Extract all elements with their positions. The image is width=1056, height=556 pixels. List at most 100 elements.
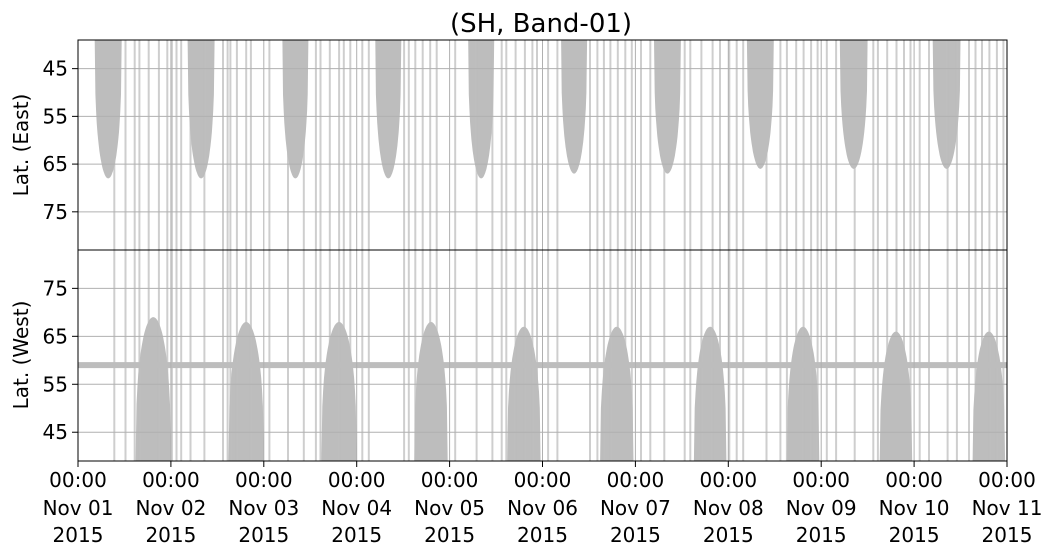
west-streak-18	[249, 250, 252, 461]
west-streak-57	[683, 250, 686, 461]
east-streak-83	[946, 40, 949, 250]
x-tick-time: 00:00	[49, 468, 107, 492]
east-streak-12	[203, 40, 206, 250]
east-streak-89	[995, 40, 998, 250]
east-streak-42	[523, 40, 526, 250]
east-streak-50	[609, 40, 612, 250]
x-tick-time: 00:00	[421, 468, 479, 492]
east-streak-32	[414, 40, 417, 250]
x-tick-date: Nov 06	[507, 496, 578, 520]
west-y-tick-label-2: 65	[43, 324, 68, 348]
west-streak-1	[113, 250, 116, 461]
east-coverage-lobe-4	[375, 40, 402, 179]
west-streak-13	[222, 250, 224, 461]
east-streak-27	[349, 40, 352, 250]
east-streak-56	[663, 40, 666, 250]
east-streak-45	[547, 40, 550, 250]
west-streak-36	[454, 250, 457, 461]
east-streak-2	[124, 40, 127, 250]
west-streak-78	[895, 250, 898, 461]
east-y-axis-label: Lat. (East)	[9, 94, 33, 197]
east-streak-18	[249, 40, 252, 250]
east-streak-6	[157, 40, 160, 250]
east-streak-58	[689, 40, 692, 250]
x-tick-time: 00:00	[978, 468, 1036, 492]
east-streak-75	[872, 40, 875, 250]
x-tick-label-6: 00:00 Nov 06 2015	[507, 468, 578, 547]
west-streak-37	[475, 250, 478, 461]
x-tick-date: Nov 05	[414, 496, 485, 520]
west-streak-42	[523, 250, 526, 461]
west-streak-70	[810, 250, 813, 461]
east-streak-20	[287, 40, 289, 250]
west-streak-64	[742, 250, 745, 461]
x-tick-year: 2015	[796, 523, 847, 547]
west-streak-2	[124, 250, 127, 461]
west-streak-7	[166, 250, 169, 461]
east-streak-43	[531, 40, 534, 250]
east-y-tick-label-3: 65	[43, 152, 68, 176]
x-tick-label-5: 00:00 Nov 05 2015	[414, 468, 485, 547]
west-streak-21	[302, 250, 305, 461]
east-streak-67	[785, 40, 788, 250]
x-tick-date: Nov 11	[972, 496, 1043, 520]
west-streak-5	[147, 250, 150, 461]
west-streak-58	[689, 250, 692, 461]
x-tick-date: Nov 10	[879, 496, 950, 520]
west-streak-46	[556, 250, 559, 461]
x-tick-date: Nov 01	[43, 496, 114, 520]
x-tick-time: 00:00	[885, 468, 943, 492]
west-coverage-data	[78, 250, 1007, 461]
east-y-tick-label-1: 45	[43, 57, 68, 81]
west-streak-47	[589, 250, 591, 461]
east-streak-28	[361, 40, 364, 250]
east-streak-16	[235, 40, 238, 250]
west-streak-34	[429, 250, 432, 461]
x-tick-date: Nov 03	[228, 496, 299, 520]
x-tick-label-10: 00:00 Nov 10 2015	[879, 468, 950, 547]
x-tick-time: 00:00	[142, 468, 200, 492]
west-streak-25	[338, 250, 341, 461]
east-streak-38	[491, 40, 494, 250]
east-streak-80	[909, 40, 912, 250]
west-streak-38	[491, 250, 494, 461]
x-tick-year: 2015	[610, 523, 661, 547]
east-streak-77	[886, 40, 889, 250]
west-streak-80	[909, 250, 912, 461]
west-streak-27	[349, 250, 352, 461]
east-y-tick-label-2: 55	[43, 104, 68, 128]
east-streak-64	[742, 40, 745, 250]
east-streak-10	[180, 40, 183, 250]
west-coverage-lobe-7	[693, 326, 727, 461]
east-streak-22	[314, 40, 317, 250]
west-streak-50	[609, 250, 612, 461]
west-streak-28	[361, 250, 364, 461]
x-tick-date: Nov 09	[786, 496, 857, 520]
east-coverage-lobe-2	[187, 40, 215, 179]
west-streak-74	[853, 250, 856, 461]
east-streak-46	[556, 40, 559, 250]
east-streak-57	[683, 40, 686, 250]
x-tick-year: 2015	[238, 523, 289, 547]
west-streak-49	[602, 250, 605, 461]
east-streak-60	[711, 40, 714, 250]
west-streak-26	[342, 250, 345, 461]
east-streak-71	[816, 40, 819, 250]
west-streak-88	[988, 250, 991, 461]
east-streak-78	[895, 40, 898, 250]
east-streak-54	[640, 40, 642, 250]
west-streak-40	[505, 250, 508, 461]
west-streak-77	[886, 250, 889, 461]
x-tick-label-11: 00:00 Nov 11 2015	[972, 468, 1043, 547]
east-streak-90	[1002, 40, 1005, 250]
x-tick-year: 2015	[424, 523, 475, 547]
west-streak-71	[816, 250, 819, 461]
east-streak-1	[113, 40, 116, 250]
east-streak-8	[170, 40, 173, 250]
east-streak-13	[222, 40, 224, 250]
west-streak-52	[624, 250, 627, 461]
west-streak-20	[287, 250, 289, 461]
east-streak-39	[500, 40, 503, 250]
x-tick-label-7: 00:00 Nov 07 2015	[600, 468, 671, 547]
east-streak-48	[596, 40, 599, 250]
